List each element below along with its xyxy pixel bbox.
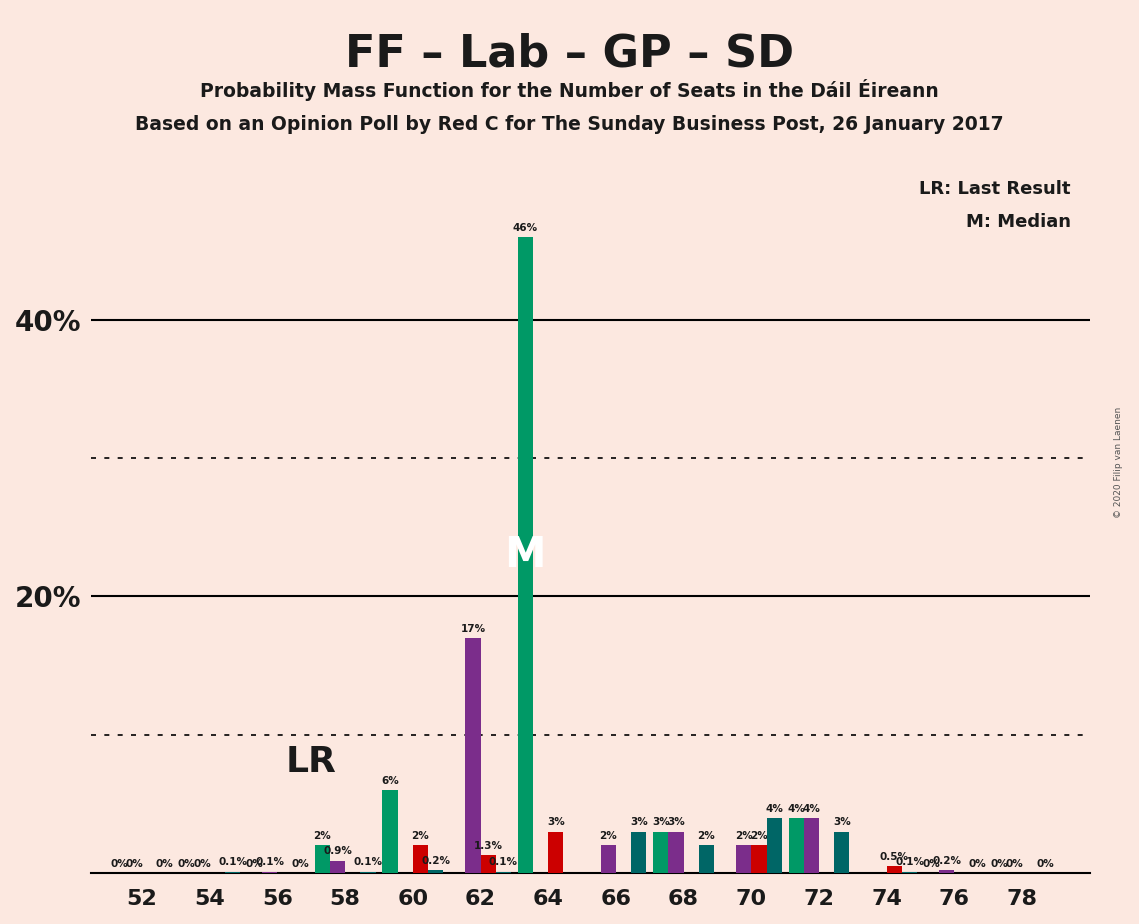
- Text: 1.3%: 1.3%: [474, 841, 502, 851]
- Bar: [330, 860, 345, 873]
- Text: 4%: 4%: [787, 804, 805, 813]
- Bar: [465, 638, 481, 873]
- Text: 3%: 3%: [667, 818, 685, 827]
- Text: 0%: 0%: [292, 859, 309, 869]
- Bar: [887, 866, 902, 873]
- Text: FF – Lab – GP – SD: FF – Lab – GP – SD: [345, 32, 794, 76]
- Text: 0.2%: 0.2%: [933, 857, 961, 866]
- Text: M: Median: M: Median: [966, 213, 1071, 230]
- Bar: [383, 790, 398, 873]
- Text: 0%: 0%: [178, 859, 196, 869]
- Text: 0%: 0%: [923, 859, 941, 869]
- Text: 0.1%: 0.1%: [895, 857, 924, 868]
- Text: 0%: 0%: [156, 859, 174, 869]
- Bar: [699, 845, 714, 873]
- Text: 46%: 46%: [513, 223, 538, 233]
- Bar: [314, 845, 330, 873]
- Bar: [224, 871, 240, 873]
- Bar: [360, 871, 376, 873]
- Text: M: M: [505, 534, 546, 576]
- Bar: [902, 871, 917, 873]
- Bar: [481, 855, 495, 873]
- Bar: [653, 832, 669, 873]
- Text: LR: LR: [286, 746, 337, 779]
- Text: 2%: 2%: [751, 832, 768, 841]
- Bar: [600, 845, 616, 873]
- Bar: [631, 832, 646, 873]
- Text: 0.9%: 0.9%: [323, 846, 352, 857]
- Text: 3%: 3%: [833, 818, 851, 827]
- Bar: [788, 818, 804, 873]
- Bar: [548, 832, 564, 873]
- Text: 4%: 4%: [765, 804, 784, 813]
- Text: 3%: 3%: [547, 818, 565, 827]
- Bar: [428, 870, 443, 873]
- Bar: [752, 845, 767, 873]
- Bar: [262, 871, 278, 873]
- Text: Probability Mass Function for the Number of Seats in the Dáil Éireann: Probability Mass Function for the Number…: [200, 79, 939, 101]
- Text: 3%: 3%: [630, 818, 648, 827]
- Text: 0%: 0%: [991, 859, 1008, 869]
- Text: 4%: 4%: [803, 804, 820, 813]
- Bar: [767, 818, 781, 873]
- Text: 0.1%: 0.1%: [489, 857, 518, 868]
- Text: 0%: 0%: [246, 859, 263, 869]
- Text: 2%: 2%: [599, 832, 617, 841]
- Text: 0.5%: 0.5%: [879, 852, 909, 862]
- Text: 2%: 2%: [697, 832, 715, 841]
- Text: © 2020 Filip van Laenen: © 2020 Filip van Laenen: [1114, 407, 1123, 517]
- Bar: [518, 237, 533, 873]
- Bar: [669, 832, 683, 873]
- Text: 6%: 6%: [382, 776, 399, 786]
- Text: 0%: 0%: [1036, 859, 1054, 869]
- Bar: [940, 870, 954, 873]
- Text: 2%: 2%: [411, 832, 429, 841]
- Text: 2%: 2%: [735, 832, 753, 841]
- Text: 0.2%: 0.2%: [421, 857, 450, 866]
- Text: 0%: 0%: [194, 859, 211, 869]
- Text: 0%: 0%: [110, 859, 128, 869]
- Text: 2%: 2%: [313, 832, 331, 841]
- Text: 17%: 17%: [460, 624, 485, 634]
- Bar: [736, 845, 752, 873]
- Text: 0%: 0%: [1006, 859, 1023, 869]
- Text: 3%: 3%: [652, 818, 670, 827]
- Text: 0%: 0%: [125, 859, 144, 869]
- Text: 0.1%: 0.1%: [353, 857, 383, 868]
- Bar: [412, 845, 428, 873]
- Text: Based on an Opinion Poll by Red C for The Sunday Business Post, 26 January 2017: Based on an Opinion Poll by Red C for Th…: [136, 116, 1003, 135]
- Bar: [495, 871, 511, 873]
- Bar: [804, 818, 819, 873]
- Bar: [834, 832, 850, 873]
- Text: 0%: 0%: [968, 859, 986, 869]
- Text: LR: Last Result: LR: Last Result: [919, 180, 1071, 198]
- Text: 0.1%: 0.1%: [218, 857, 247, 868]
- Text: 0.1%: 0.1%: [255, 857, 285, 868]
